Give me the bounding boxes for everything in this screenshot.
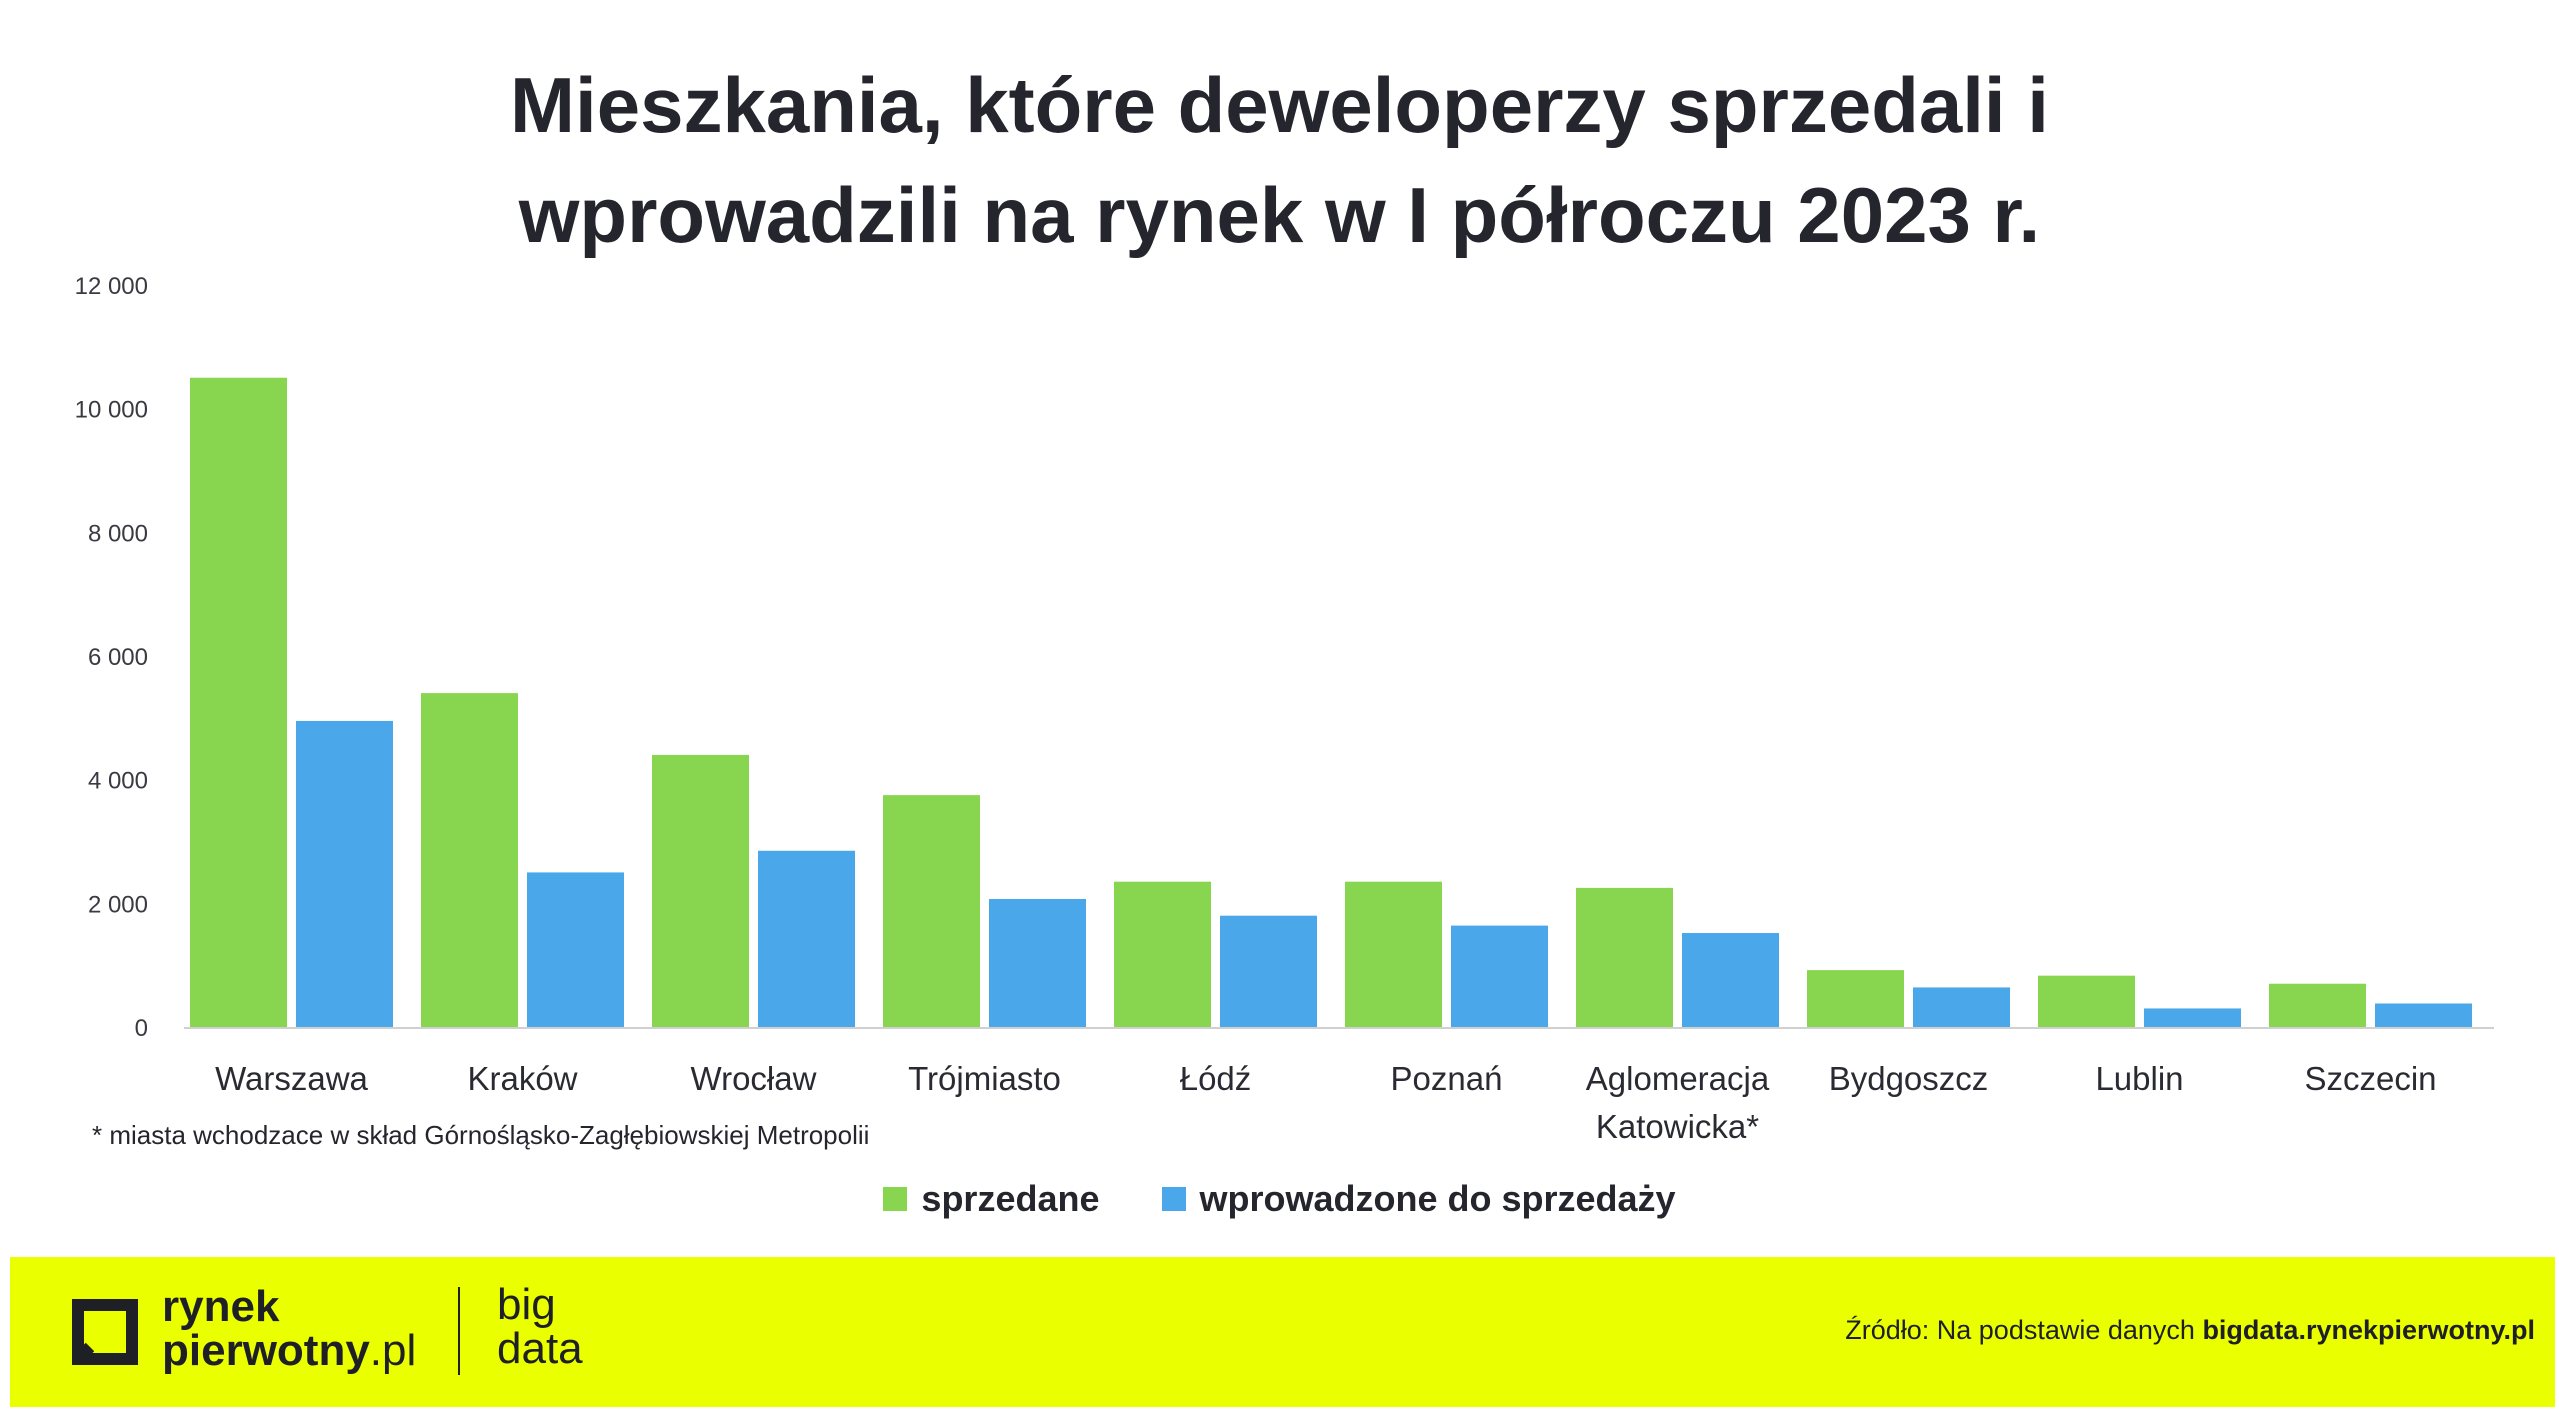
footnote: * miasta wchodzace w skład Górnośląsko-Z… — [92, 1120, 870, 1150]
source-note: Źródło: Na podstawie danych bigdata.ryne… — [1845, 1315, 2535, 1346]
x-category-label: Lublin — [2095, 1060, 2183, 1097]
y-tick-label: 6 000 — [88, 644, 148, 671]
bar-sold — [1345, 881, 1442, 1027]
bar-introduced — [1451, 925, 1548, 1027]
bar-introduced — [1220, 915, 1317, 1027]
bar-sold — [883, 795, 980, 1027]
footer-bar: rynek pierwotny.pl big data Źródło: Na p… — [10, 1257, 2555, 1407]
chart-title-line-1: Mieszkania, które deweloperzy sprzedali … — [510, 61, 2049, 149]
y-tick-label: 10 000 — [75, 397, 148, 424]
x-category-label: Łódź — [1180, 1060, 1252, 1097]
x-category-label: Aglomeracja — [1586, 1060, 1770, 1097]
x-category-label: Warszawa — [215, 1060, 368, 1097]
x-category-label: Bydgoszcz — [1829, 1060, 1989, 1097]
y-tick-label: 12 000 — [75, 273, 148, 300]
bar-sold — [421, 693, 518, 1027]
legend-item-introduced: wprowadzone do sprzedaży — [1161, 1178, 1676, 1220]
logo-line-1: rynek — [162, 1282, 280, 1331]
x-category-label: Poznań — [1391, 1060, 1503, 1097]
x-category-label: Kraków — [467, 1060, 577, 1097]
legend: sprzedane wprowadzone do sprzedaży — [0, 1178, 2559, 1220]
bar-introduced — [989, 899, 1086, 1027]
bar-introduced — [527, 872, 624, 1027]
logo-pierwotny: pierwotny — [162, 1326, 370, 1375]
legend-label-sold: sprzedane — [921, 1178, 1100, 1219]
x-category-label: Katowicka* — [1596, 1108, 1759, 1140]
bar-sold — [652, 754, 749, 1027]
bar-introduced — [2144, 1008, 2241, 1027]
chart-title: Mieszkania, które deweloperzy sprzedali … — [0, 50, 2559, 270]
bar-sold — [190, 377, 287, 1027]
y-tick-label: 8 000 — [88, 520, 148, 547]
source-prefix: Źródło: Na podstawie danych — [1845, 1315, 2203, 1345]
legend-swatch-sold — [883, 1187, 908, 1211]
logo-dot-pl: .pl — [369, 1326, 417, 1375]
bar-sold — [1576, 887, 1673, 1027]
bigdata-line-2: data — [497, 1324, 583, 1373]
source-link[interactable]: bigdata.rynekpierwotny.pl — [2202, 1315, 2535, 1345]
bar-introduced — [296, 720, 393, 1027]
x-category-label: Trójmiasto — [908, 1060, 1061, 1097]
y-tick-label: 4 000 — [88, 768, 148, 795]
bar-introduced — [758, 850, 855, 1027]
bar-chart: 0 2 000 4 000 6 000 8 000 10 000 12 000 Warszaw… — [75, 273, 2494, 1140]
logo-divider — [458, 1287, 460, 1375]
bar-sold — [2038, 975, 2135, 1027]
bar-sold — [1114, 881, 1211, 1027]
x-category-label: Wrocław — [691, 1060, 817, 1097]
rynek-pierwotny-logo-text: rynek pierwotny.pl — [162, 1285, 416, 1373]
legend-swatch-introduced — [1161, 1187, 1186, 1211]
y-tick-label: 2 000 — [88, 891, 148, 918]
legend-label-introduced: wprowadzone do sprzedaży — [1199, 1178, 1676, 1219]
x-category-label: Szczecin — [2304, 1060, 2436, 1097]
bar-introduced — [1913, 987, 2010, 1027]
y-tick-label: 0 — [135, 1015, 148, 1042]
bar-introduced — [2375, 1003, 2472, 1027]
legend-item-sold: sprzedane — [883, 1178, 1100, 1220]
rynek-pierwotny-logo-icon — [72, 1299, 138, 1365]
bar-introduced — [1682, 933, 1779, 1027]
chart-title-line-2: wprowadzili na rynek w I półroczu 2023 r… — [518, 171, 2041, 259]
bigdata-logo-text: big data — [497, 1283, 583, 1371]
logo-line-2: pierwotny.pl — [162, 1329, 416, 1373]
bar-sold — [2269, 983, 2366, 1027]
bigdata-line-1: big — [497, 1280, 556, 1329]
bar-sold — [1807, 970, 1904, 1027]
